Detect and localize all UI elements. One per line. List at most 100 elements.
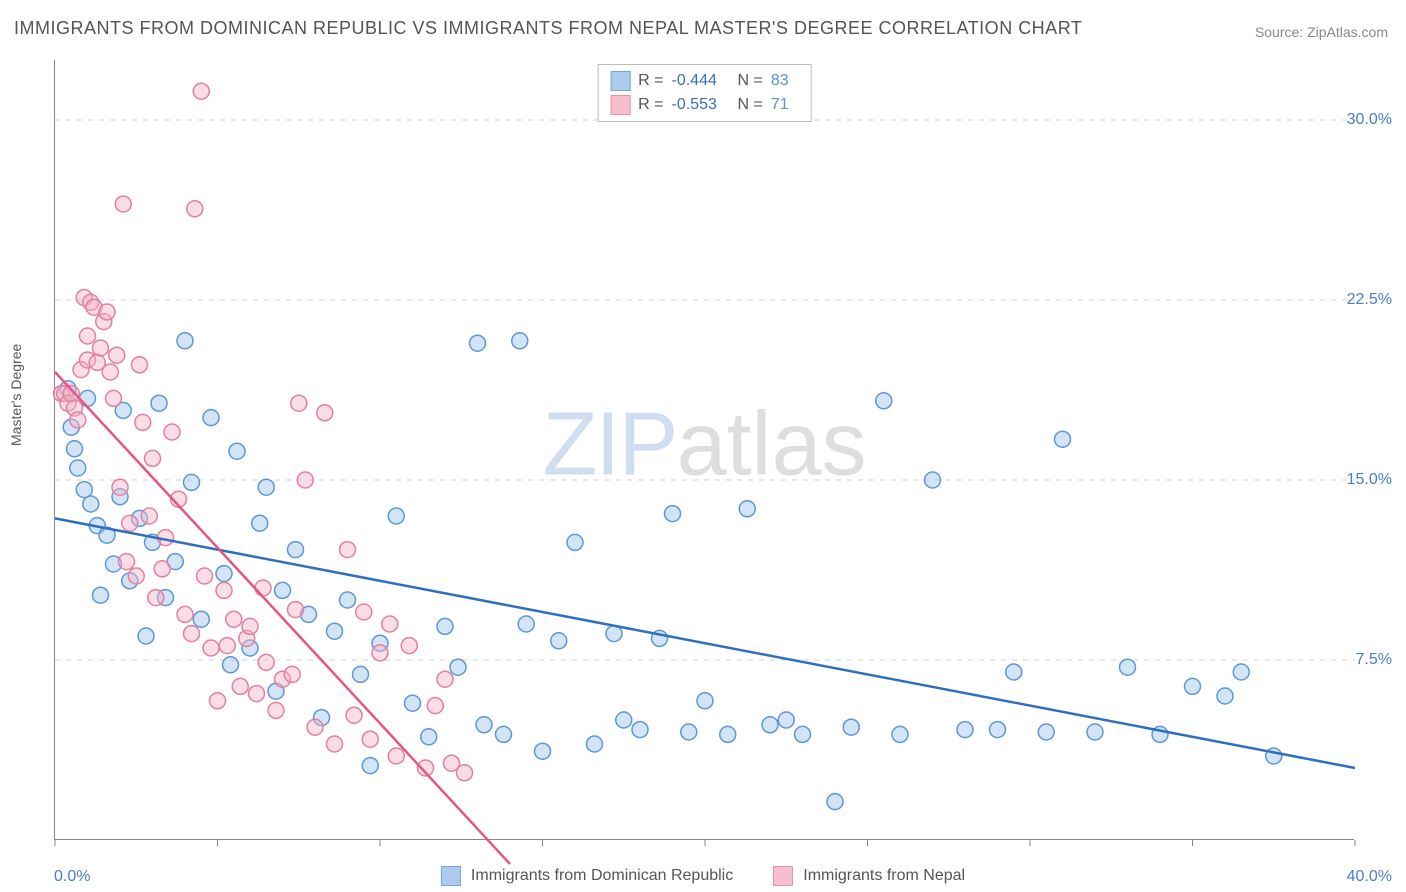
gridlines (55, 120, 1355, 660)
scatter-point (203, 410, 219, 426)
scatter-point (346, 707, 362, 723)
scatter-point (681, 724, 697, 740)
scatter-point (138, 628, 154, 644)
scatter-point (135, 414, 151, 430)
stats-value-R1: -0.444 (672, 72, 730, 90)
scatter-point (405, 695, 421, 711)
stats-label-N: N = (738, 72, 763, 90)
scatter-series-nepal (54, 83, 473, 781)
scatter-point (1006, 664, 1022, 680)
scatter-point (632, 722, 648, 738)
scatter-point (762, 717, 778, 733)
scatter-point (203, 640, 219, 656)
scatter-point (697, 693, 713, 709)
trend-line (55, 372, 510, 864)
scatter-point (148, 590, 164, 606)
legend-swatch-series2 (773, 866, 793, 886)
scatter-point (128, 568, 144, 584)
scatter-point (255, 580, 271, 596)
scatter-point (223, 657, 239, 673)
scatter-point (275, 582, 291, 598)
scatter-point (382, 616, 398, 632)
scatter-point (795, 726, 811, 742)
stats-value-R2: -0.553 (672, 96, 730, 114)
scatter-point (106, 390, 122, 406)
x-min-label: 0.0% (54, 868, 90, 886)
scatter-point (258, 479, 274, 495)
chart-container: IMMIGRANTS FROM DOMINICAN REPUBLIC VS IM… (0, 0, 1406, 892)
scatter-point (470, 335, 486, 351)
scatter-point (1233, 664, 1249, 680)
x-ticks (55, 840, 1355, 846)
scatter-point (876, 393, 892, 409)
stats-row-series1: R = -0.444 N = 83 (610, 69, 799, 93)
scatter-point (739, 501, 755, 517)
scatter-point (193, 83, 209, 99)
scatter-point (187, 201, 203, 217)
legend-item-series1: Immigrants from Dominican Republic (441, 866, 733, 886)
scatter-point (437, 618, 453, 634)
scatter-point (102, 364, 118, 380)
scatter-point (268, 702, 284, 718)
scatter-point (340, 542, 356, 558)
scatter-point (210, 693, 226, 709)
scatter-point (232, 678, 248, 694)
scatter-point (990, 722, 1006, 738)
scatter-point (252, 515, 268, 531)
scatter-point (551, 633, 567, 649)
scatter-point (76, 482, 92, 498)
scatter-point (70, 412, 86, 428)
y-tick-label: 7.5% (1356, 651, 1392, 669)
stats-label-N: N = (738, 96, 763, 114)
scatter-point (476, 717, 492, 733)
scatter-point (145, 450, 161, 466)
scatter-point (288, 602, 304, 618)
scatter-point (892, 726, 908, 742)
scatter-point (122, 515, 138, 531)
scatter-point (297, 472, 313, 488)
scatter-series-dominican (60, 333, 1282, 810)
stats-label-R: R = (638, 72, 663, 90)
scatter-point (327, 623, 343, 639)
scatter-point (535, 743, 551, 759)
scatter-point (616, 712, 632, 728)
scatter-point (109, 347, 125, 363)
scatter-point (317, 405, 333, 421)
scatter-point (99, 304, 115, 320)
scatter-point (177, 606, 193, 622)
scatter-point (401, 638, 417, 654)
scatter-point (340, 592, 356, 608)
stats-value-N2: 71 (771, 96, 799, 114)
scatter-point (242, 618, 258, 634)
scatter-point (327, 736, 343, 752)
scatter-point (1055, 431, 1071, 447)
scatter-point (184, 626, 200, 642)
scatter-point (457, 765, 473, 781)
scatter-point (567, 534, 583, 550)
swatch-series1 (610, 71, 630, 91)
scatter-point (778, 712, 794, 728)
stats-label-R: R = (638, 96, 663, 114)
scatter-point (164, 424, 180, 440)
scatter-point (216, 566, 232, 582)
scatter-point (1217, 688, 1233, 704)
x-max-label: 40.0% (1347, 868, 1392, 886)
scatter-point (388, 748, 404, 764)
y-tick-label: 30.0% (1347, 111, 1392, 129)
correlation-stats-box: R = -0.444 N = 83 R = -0.553 N = 71 (597, 64, 812, 122)
plot-area: ZIPatlas R = -0.444 N = 83 R = -0.553 N … (54, 60, 1354, 840)
scatter-point (450, 659, 466, 675)
scatter-point (362, 731, 378, 747)
scatter-point (154, 561, 170, 577)
stats-row-series2: R = -0.553 N = 71 (610, 93, 799, 117)
y-tick-label: 22.5% (1347, 291, 1392, 309)
scatter-point (1185, 678, 1201, 694)
scatter-point (115, 196, 131, 212)
scatter-point (1038, 724, 1054, 740)
scatter-point (93, 587, 109, 603)
scatter-point (587, 736, 603, 752)
stats-value-N1: 83 (771, 72, 799, 90)
scatter-point (80, 328, 96, 344)
scatter-point (93, 340, 109, 356)
bottom-legend: Immigrants from Dominican Republic Immig… (433, 866, 973, 886)
